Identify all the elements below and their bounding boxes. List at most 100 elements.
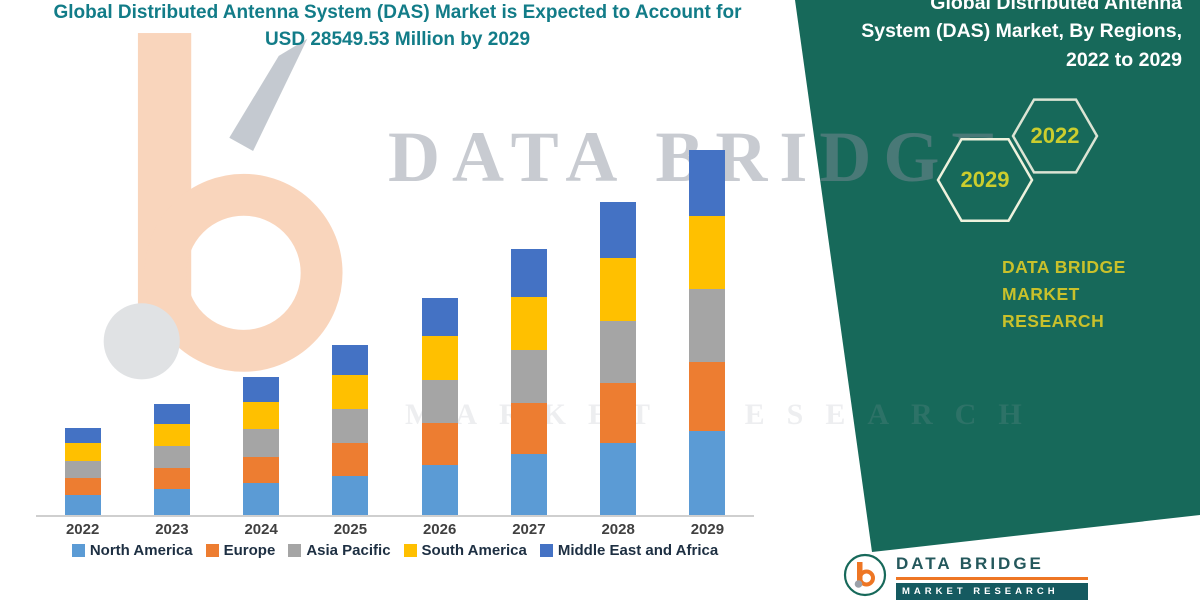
bar-column-2022 bbox=[38, 428, 127, 515]
bar-segment bbox=[689, 430, 726, 515]
legend-label: South America bbox=[421, 542, 527, 559]
hexagon-2029-year: 2029 bbox=[961, 167, 1010, 192]
legend-label: Middle East and Africa bbox=[557, 542, 719, 559]
bar-segment bbox=[153, 445, 190, 469]
logo-stem-shape bbox=[857, 562, 863, 581]
legend-item: Asia Pacific bbox=[288, 542, 391, 559]
hexagon-2022-outline bbox=[1011, 98, 1099, 174]
stacked-bar-2026 bbox=[421, 297, 458, 515]
bar-segment bbox=[421, 464, 458, 515]
footer-logo-lockup: DATA BRIDGE MARKET RESEARCH bbox=[843, 553, 1088, 600]
logo-dot-shape bbox=[854, 580, 863, 588]
x-axis-label: 2029 bbox=[690, 521, 725, 538]
bar-segment bbox=[600, 320, 637, 384]
stacked-bar-2029 bbox=[689, 150, 726, 515]
bar-segment bbox=[421, 297, 458, 337]
bar-segment bbox=[243, 401, 280, 430]
stacked-bar-2023 bbox=[153, 403, 190, 515]
x-axis-label: 2023 bbox=[155, 521, 189, 538]
logo-bowl-shape bbox=[144, 173, 343, 372]
bar-column-2025 bbox=[306, 345, 395, 515]
legend-item: South America bbox=[403, 542, 527, 559]
stacked-bar-2024 bbox=[243, 377, 280, 515]
page-title-line1: Global Distributed Antenna System (DAS) … bbox=[53, 2, 742, 23]
footer-orange-rule bbox=[896, 577, 1088, 580]
bar-segment bbox=[243, 483, 280, 515]
bar-segment bbox=[332, 345, 369, 376]
bar-segment bbox=[510, 403, 547, 454]
bar-segment bbox=[600, 442, 637, 515]
page-title-line2: USD 28549.53 Million by 2029 bbox=[264, 28, 531, 50]
bar-segment bbox=[421, 423, 458, 465]
legend-label: North America bbox=[89, 542, 193, 559]
bar-column-2029 bbox=[663, 150, 752, 515]
legend-item: Middle East and Africa bbox=[539, 542, 719, 559]
bar-segment bbox=[689, 288, 726, 362]
footer-brand-name: DATA BRIDGE bbox=[896, 554, 1044, 573]
footer-text-block: DATA BRIDGE MARKET RESEARCH bbox=[896, 553, 1088, 600]
brand-text-line2: RESEARCH bbox=[1002, 311, 1105, 332]
bar-column-2026 bbox=[395, 297, 484, 515]
bar-segment bbox=[600, 258, 637, 321]
bar-column-2028 bbox=[574, 201, 663, 515]
footer-sub-strip: MARKET RESEARCH bbox=[896, 583, 1088, 600]
legend-swatch bbox=[539, 544, 553, 557]
legend-swatch bbox=[403, 544, 417, 557]
panel-heading-line2: System (DAS) Market, By Regions, bbox=[861, 20, 1182, 43]
x-axis-label: 2028 bbox=[601, 521, 635, 538]
logo-circle-shape bbox=[843, 553, 887, 597]
panel-heading-line1: Global Distributed Antenna bbox=[930, 0, 1182, 14]
bar-segment bbox=[421, 336, 458, 380]
legend-label: Europe bbox=[223, 542, 276, 559]
year-hexagons: 2022 2029 bbox=[936, 98, 1099, 222]
chart-legend: North America Europe Asia Pacific South Ame… bbox=[15, 542, 775, 559]
bar-chart-plot-area bbox=[38, 120, 752, 515]
logo-bowl-shape bbox=[858, 569, 875, 587]
x-axis-labels-row: 2022 2023 2024 2025 2026 2027 2028 2029 bbox=[38, 521, 752, 538]
bar-segment bbox=[600, 201, 637, 259]
legend-item: Europe bbox=[205, 542, 276, 559]
bar-segment bbox=[332, 375, 369, 410]
bar-column-2023 bbox=[127, 403, 216, 515]
bar-segment bbox=[689, 215, 726, 289]
stacked-bar-2022 bbox=[64, 428, 101, 515]
bar-segment bbox=[64, 460, 101, 479]
bar-segment bbox=[243, 429, 280, 457]
bar-segment bbox=[510, 349, 547, 404]
bar-column-2024 bbox=[217, 377, 306, 515]
stacked-bar-2027 bbox=[510, 249, 547, 515]
bar-segment bbox=[689, 361, 726, 431]
bar-segment bbox=[64, 478, 101, 495]
legend-swatch bbox=[71, 544, 85, 557]
bar-segment bbox=[64, 443, 101, 461]
legend-swatch bbox=[205, 544, 219, 557]
hexagon-2029-outline bbox=[936, 138, 1034, 222]
data-bridge-logo-watermark bbox=[103, 33, 343, 380]
bar-segment bbox=[332, 409, 369, 444]
logo-stem-shape bbox=[137, 33, 192, 306]
bar-segment bbox=[64, 494, 101, 515]
bar-segment bbox=[689, 150, 726, 216]
bar-segment bbox=[332, 443, 369, 476]
x-axis-line bbox=[36, 515, 754, 517]
bar-segment bbox=[153, 423, 190, 446]
bar-segment bbox=[332, 475, 369, 515]
panel-heading: Global Distributed Antenna System (DAS) … bbox=[762, 0, 1182, 74]
bar-segment bbox=[510, 249, 547, 297]
x-axis-label: 2025 bbox=[333, 521, 368, 538]
bar-segment bbox=[153, 468, 190, 490]
data-bridge-logo-icon bbox=[843, 553, 887, 597]
x-axis-label: 2022 bbox=[65, 521, 100, 538]
bar-segment bbox=[153, 489, 190, 515]
page-title: Global Distributed Antenna System (DAS) … bbox=[0, 0, 795, 54]
x-axis-label: 2026 bbox=[422, 521, 457, 538]
bar-segment bbox=[64, 428, 101, 444]
logo-dot-shape bbox=[103, 303, 180, 380]
panel-heading-line3: 2022 to 2029 bbox=[1065, 48, 1182, 71]
bar-segment bbox=[243, 377, 280, 402]
legend-swatch bbox=[288, 544, 302, 557]
bar-segment bbox=[510, 296, 547, 350]
brand-text: DATA BRIDGE MARKET RESEARCH bbox=[1002, 254, 1200, 335]
